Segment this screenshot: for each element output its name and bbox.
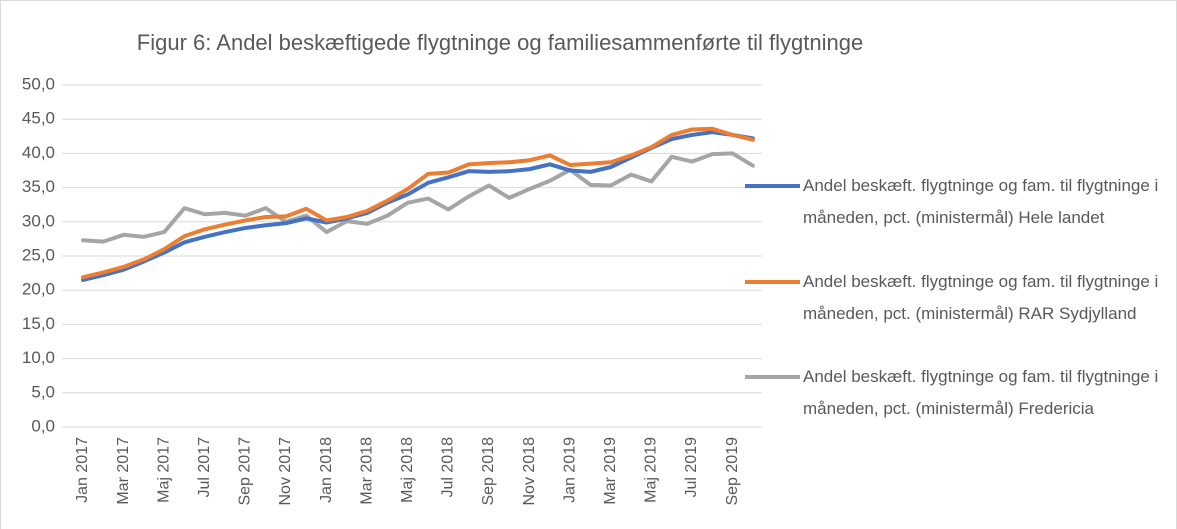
x-tick-label: Sep 2019: [724, 437, 741, 506]
y-tick-label: 45,0: [22, 109, 55, 128]
x-tick-label: Nov 2018: [521, 437, 538, 506]
legend-label: Andel beskæft. flygtninge og fam. til fl…: [803, 367, 1159, 418]
y-tick-label: 15,0: [22, 314, 55, 333]
x-tick-label: Mar 2018: [358, 437, 375, 505]
x-tick-label: Jan 2017: [74, 437, 91, 503]
x-tick-label: Jan 2018: [318, 437, 335, 503]
y-tick-label: 5,0: [31, 382, 55, 401]
x-tick-label: Mar 2017: [115, 437, 132, 505]
legend-label: Andel beskæft. flygtninge og fam. til fl…: [803, 176, 1159, 227]
x-tick-label: Maj 2018: [399, 437, 416, 503]
y-tick-label: 40,0: [22, 143, 55, 162]
line-series: [81, 130, 755, 282]
y-tick-label: 50,0: [22, 74, 55, 93]
y-tick-label: 30,0: [22, 211, 55, 230]
y-tick-label: 25,0: [22, 245, 55, 264]
x-tick-label: Nov 2017: [277, 437, 294, 506]
y-tick-label: 35,0: [22, 177, 55, 196]
y-tick-label: 10,0: [22, 348, 55, 367]
x-tick-label: Jul 2018: [440, 437, 457, 498]
line-series: [81, 126, 755, 280]
x-tick-label: Jul 2017: [196, 437, 213, 498]
x-tick-label: Maj 2017: [155, 437, 172, 503]
x-tick-label: Jan 2019: [561, 437, 578, 503]
chart-title: Figur 6: Andel beskæftigede flygtninge o…: [137, 30, 863, 55]
x-tick-label: Jul 2019: [683, 437, 700, 498]
legend-label: Andel beskæft. flygtninge og fam. til fl…: [803, 272, 1159, 323]
y-tick-label: 0,0: [31, 416, 55, 435]
line-series: [81, 151, 755, 244]
x-tick-label: Sep 2017: [237, 437, 254, 506]
y-tick-label: 20,0: [22, 280, 55, 299]
x-tick-label: Maj 2019: [643, 437, 660, 503]
x-tick-label: Sep 2018: [480, 437, 497, 506]
x-tick-label: Mar 2019: [602, 437, 619, 505]
